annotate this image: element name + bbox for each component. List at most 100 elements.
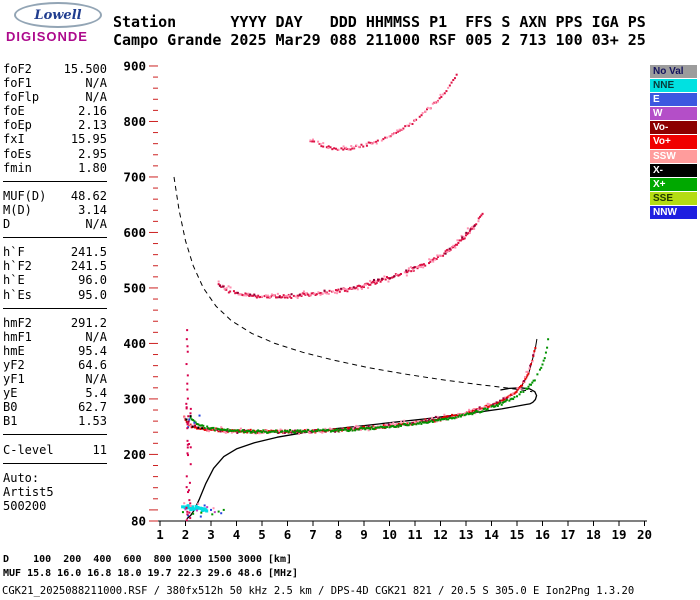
y-axis-tick-label: 800 — [123, 114, 146, 129]
param-label: foE — [3, 104, 25, 119]
param-row-foF1: foF1 N/A — [3, 76, 107, 90]
param-label: yF2 — [3, 357, 25, 372]
param-row-foF2: foF2 15.500 — [3, 62, 107, 76]
param-value: 62.7 — [78, 400, 107, 415]
param-row-yF1: yF1 N/A — [3, 372, 107, 386]
series-o-trace-1hop-red — [183, 347, 537, 434]
x-axis-tick-label: 11 — [407, 527, 422, 542]
x-axis-tick-label: 4 — [233, 527, 241, 542]
param-value: 1.80 — [78, 160, 107, 175]
series-vertical-spread-1 — [185, 329, 190, 522]
y-axis-tick-label: 600 — [123, 225, 146, 240]
param-value: 2.13 — [78, 118, 107, 133]
param-label: Artist5 — [3, 484, 54, 499]
x-axis-tick-label: 18 — [586, 527, 601, 542]
y-axis-tick-label: 200 — [123, 447, 146, 462]
param-row-Artist5: Artist5 — [3, 485, 107, 499]
x-axis-tick-label: 13 — [458, 527, 473, 542]
logo-name: Lowell — [34, 7, 82, 23]
muf-distance-table: D 100 200 400 600 800 1000 1500 3000 [km… — [3, 553, 298, 580]
param-value: N/A — [85, 372, 107, 387]
y-axis-tick-label: 900 — [123, 58, 146, 73]
legend-item-E: E — [650, 93, 697, 107]
series-es-layer-cyan — [181, 504, 209, 513]
param-value: 241.5 — [70, 245, 107, 260]
param-value: 11 — [92, 442, 107, 457]
param-label: h`Es — [3, 287, 32, 302]
x-axis-tick-label: 1 — [156, 527, 164, 542]
param-value: 1.53 — [78, 414, 107, 429]
param-label: D — [3, 217, 11, 232]
param-label: foF1 — [3, 76, 32, 91]
x-axis-tick-label: 8 — [335, 527, 343, 542]
lowell-logo-oval: Lowell — [14, 2, 102, 28]
x-axis-tick-label: 10 — [382, 527, 397, 542]
param-value: N/A — [85, 90, 107, 105]
legend-item-NNW: NNW — [650, 205, 697, 220]
panel-separator — [3, 231, 107, 245]
param-row-foEp: foEp 2.13 — [3, 118, 107, 132]
legend-item-W: W — [650, 107, 697, 121]
series-o-trace-2hop-pink — [217, 220, 480, 299]
legend-item-NNE: NNE — [650, 79, 697, 93]
param-value: 64.6 — [78, 357, 107, 372]
legend-item-X+: X+ — [650, 177, 697, 191]
param-value: 291.2 — [70, 315, 107, 330]
param-label: MUF(D) — [3, 188, 47, 203]
param-label: foEs — [3, 146, 32, 161]
param-label: yF1 — [3, 372, 25, 387]
x-axis-tick-label: 12 — [433, 527, 448, 542]
y-axis-tick-label: 700 — [123, 169, 146, 184]
series-o-trace-3hop-red — [309, 73, 458, 151]
series-vertical-spread-2 — [187, 407, 192, 520]
param-row-500200: 500200 — [3, 499, 107, 513]
param-label: fxI — [3, 132, 25, 147]
param-label: h`E — [3, 273, 25, 288]
x-axis-tick-label: 19 — [611, 527, 626, 542]
echo-color-legend: No Val NNE E W Vo- Vo+ SSW X- X+ SSE NNW — [650, 65, 697, 220]
param-label: 500200 — [3, 498, 47, 513]
station-header: Station YYYY DAY DDD HHMMSS P1 FFS S AXN… — [113, 13, 646, 49]
panel-separator — [3, 428, 107, 442]
param-label: h`F2 — [3, 259, 32, 274]
param-row-foEs: foEs 2.95 — [3, 147, 107, 161]
param-row-MD: M(D) 3.14 — [3, 203, 107, 217]
x-axis-tick-label: 16 — [535, 527, 550, 542]
legend-item-X-: X- — [650, 163, 697, 177]
param-value: N/A — [85, 76, 107, 91]
series-muf-transmission-curve — [173, 176, 533, 393]
series-o-trace-3hop-pink — [309, 86, 450, 151]
param-value: 15.95 — [70, 132, 107, 147]
param-value: 48.62 — [70, 188, 107, 203]
series-x-trace-1hop-green — [189, 338, 550, 434]
param-label: yE — [3, 386, 18, 401]
file-info-line: CGK21_2025088211000.RSF / 380fx512h 50 k… — [2, 585, 635, 597]
param-row-fxI: fxI 15.95 — [3, 132, 107, 146]
series-es-layer-blue-dots — [187, 504, 223, 518]
x-axis-tick-label: 6 — [284, 527, 292, 542]
param-label: hmF2 — [3, 315, 32, 330]
param-row-hF: h`F 241.5 — [3, 245, 107, 259]
param-row-B1: B1 1.53 — [3, 414, 107, 428]
param-row-hF2: h`F2 241.5 — [3, 259, 107, 273]
muf-row: MUF 15.8 16.0 16.8 18.0 19.7 22.3 29.6 4… — [3, 567, 299, 579]
param-value: 2.95 — [78, 146, 107, 161]
x-axis-tick-label: 2 — [182, 527, 190, 542]
y-axis-tick-label: 80 — [131, 514, 146, 529]
series-scaled-trace-line — [183, 338, 538, 433]
panel-separator — [3, 302, 107, 316]
param-row-B0: B0 62.7 — [3, 400, 107, 414]
series-o-trace-2hop-red — [217, 212, 484, 299]
legend-item-Vo+: Vo+ — [650, 135, 697, 149]
param-row-hmF2: hmF2 291.2 — [3, 316, 107, 330]
x-axis-tick-label: 9 — [360, 527, 368, 542]
series-o-trace-2hop-dark — [218, 224, 476, 299]
param-row-hEs: h`Es 95.0 — [3, 288, 107, 302]
series-es-layer-magenta-dots — [184, 506, 216, 514]
y-axis-tick-label: 400 — [123, 336, 146, 351]
param-row-Clevel: C-level 11 — [3, 443, 107, 457]
param-value: 95.0 — [78, 287, 107, 302]
param-value: N/A — [85, 217, 107, 232]
